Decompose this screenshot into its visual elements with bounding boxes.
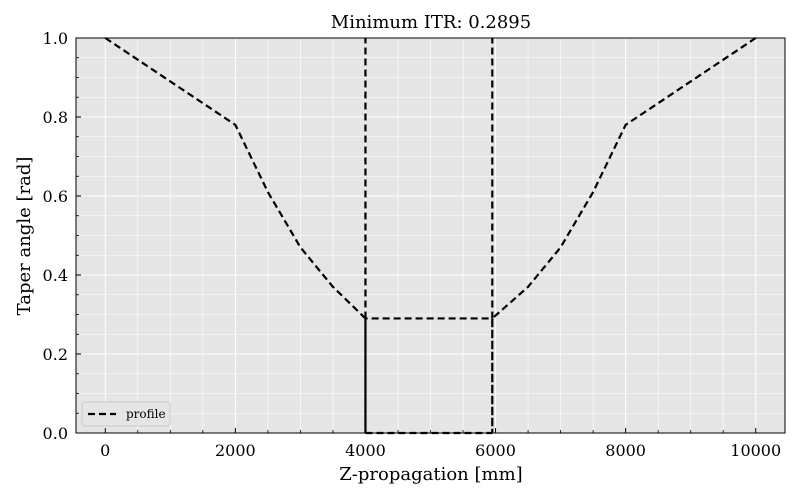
x-tick-label: 10000 — [730, 441, 781, 460]
series-line-profile — [104, 37, 757, 433]
y-tick-label: 0.4 — [43, 266, 68, 285]
tick-labels: 0 2000 4000 6000 8000 10000 0.0 0.2 0.4 0.6 0.8 1.0 — [43, 29, 782, 460]
y-axis-label: Taper angle [rad] — [14, 157, 35, 316]
x-tick-label: 2000 — [215, 441, 256, 460]
x-tick-label: 0 — [100, 441, 110, 460]
x-axis-label: Z-propagation [mm] — [339, 464, 522, 485]
grid — [76, 37, 785, 434]
legend-box — [81, 401, 171, 427]
y-tick-label: 0.2 — [43, 345, 68, 364]
x-tick-label: 6000 — [475, 441, 516, 460]
legend-label: profile — [126, 407, 166, 421]
x-tick-label: 8000 — [605, 441, 646, 460]
y-tick-label: 0.8 — [43, 108, 68, 127]
y-tick-label: 0.0 — [43, 424, 68, 443]
y-tick-label: 1.0 — [43, 29, 68, 48]
y-tick-label: 0.6 — [43, 187, 68, 206]
x-tick-label: 4000 — [345, 441, 386, 460]
chart-title: Minimum ITR: 0.2895 — [331, 12, 531, 33]
legend: profile — [81, 401, 171, 427]
ticks — [76, 37, 757, 434]
